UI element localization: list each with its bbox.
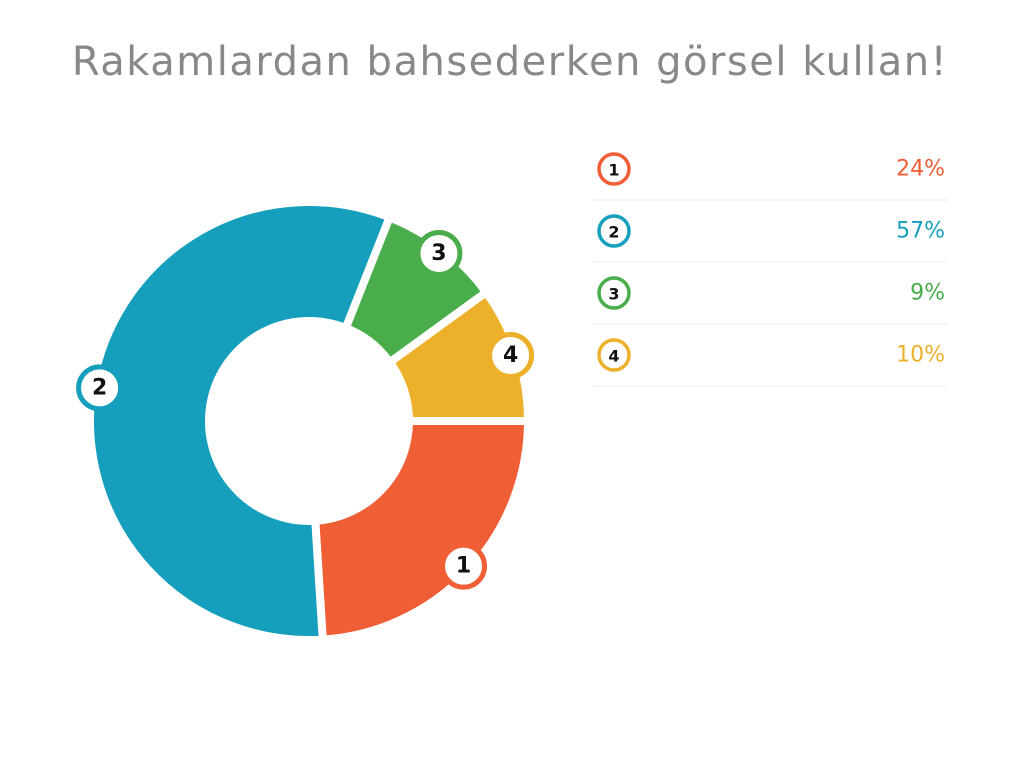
segment-badge [76, 364, 124, 412]
donut-segment [86, 198, 395, 644]
donut: 1 2 3 4 [76, 198, 535, 644]
segment-badge [487, 331, 535, 379]
legend-value: 10% [896, 343, 945, 368]
legend-label: 2 [608, 223, 619, 242]
segment-label: 1 [456, 554, 471, 579]
segment-label: 3 [431, 241, 446, 266]
segment-label: 2 [92, 375, 107, 400]
legend-badge [597, 152, 631, 186]
segment-badge [415, 229, 463, 277]
chart-title: Rakamlardan bahsederken görsel kullan! [72, 39, 948, 85]
legend-label: 4 [608, 347, 619, 366]
donut-segment [384, 286, 533, 425]
legend-value: 57% [896, 219, 945, 244]
legend-value: 9% [910, 281, 945, 306]
legend-badge [597, 338, 631, 372]
segment-label: 4 [503, 343, 518, 368]
segment-badge [440, 542, 488, 590]
legend-badge [597, 214, 631, 248]
legend-label: 1 [608, 161, 619, 180]
donut-segment [311, 417, 533, 644]
legend-value: 24% [896, 157, 945, 182]
legend: 1 24% 2 57% 3 9% 4 10% [593, 152, 948, 387]
legend-label: 3 [608, 285, 619, 304]
legend-badge [597, 276, 631, 310]
